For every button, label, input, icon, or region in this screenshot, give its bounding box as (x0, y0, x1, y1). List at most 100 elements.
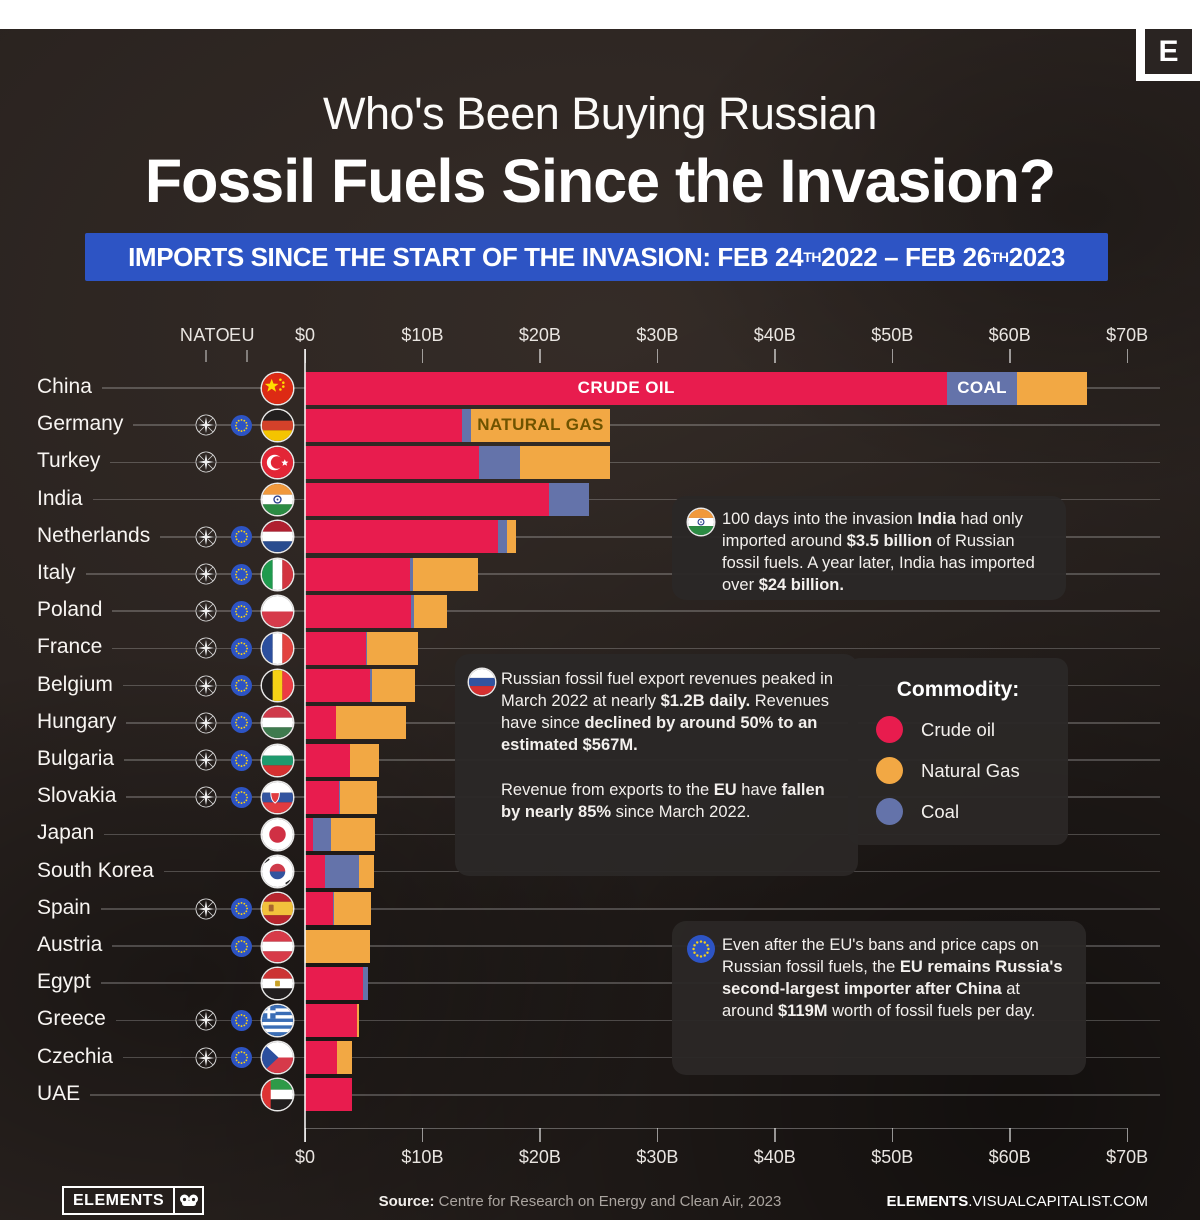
eu-member-icon (231, 637, 252, 659)
bar-segment-natural-gas (335, 706, 406, 740)
bar-segment-coal (339, 780, 341, 814)
country-label-india: India (37, 486, 83, 510)
bar-segment-coal (497, 520, 507, 554)
bar-france (305, 631, 418, 665)
country-flag-netherlands (262, 521, 293, 553)
nato-member-icon (195, 898, 217, 920)
axis-tick-mark-bottom (656, 1128, 659, 1142)
bar-belgium (305, 669, 416, 703)
legend: Commodity: Crude oil Natural Gas Coal (848, 658, 1068, 845)
annotation-eu-text: Even after the EU's bans and price caps … (722, 936, 1063, 1020)
bar-spain (305, 892, 371, 926)
bar-segment-coal (410, 594, 415, 628)
bar-segment-crude-oil (305, 408, 463, 442)
country-flag-germany (262, 409, 293, 441)
bottom-axis-line (305, 1128, 1127, 1129)
eu-member-icon (231, 563, 252, 585)
title-line-2: Fossil Fuels Since the Invasion? (144, 147, 1056, 215)
nato-column-header: NATO (179, 325, 231, 345)
eu-member-icon (231, 749, 252, 771)
axis-tick-label-top: $60B (988, 325, 1031, 345)
axis-tick-label-bottom: $20B (518, 1147, 561, 1167)
title-line-1: Who's Been Buying Russian (323, 88, 877, 139)
annotation-text: Revenue from exports to the (501, 780, 714, 799)
nato-member-icon (195, 451, 217, 473)
axis-tick-label-bottom: $50B (871, 1147, 914, 1167)
banner-text: IMPORTS SINCE THE START OF THE INVASION:… (128, 241, 804, 272)
annotation-text: worth of fossil fuels per day. (827, 1001, 1036, 1020)
bar-segment-crude-oil (305, 1003, 357, 1037)
subtitle-banner: IMPORTS SINCE THE START OF THE INVASION:… (85, 233, 1108, 281)
eu-member-icon (231, 786, 252, 808)
bar-segment-label-coal: COAL (957, 378, 1007, 397)
annotation-eu: Even after the EU's bans and price caps … (672, 921, 1086, 1075)
bar-segment-natural-gas (507, 520, 517, 554)
bar-segment-crude-oil (305, 483, 550, 517)
elements-e-logo: E (1145, 29, 1192, 74)
axis-tick-mark-bottom (1126, 1128, 1129, 1142)
annotation-text: have (736, 780, 782, 799)
annotation-bold-text: $24 billion. (758, 575, 844, 594)
row-gridline (86, 573, 1160, 575)
bar-segment-crude-oil (305, 594, 411, 628)
country-label-belgium: Belgium (37, 672, 113, 696)
nato-member-icon (195, 1047, 217, 1069)
bar-segment-natural-gas (367, 631, 418, 665)
elements-bear-icon (173, 1188, 202, 1213)
annotation-text: Even after the EU's bans and price caps … (722, 936, 1039, 976)
legend-item-coal: Coal (876, 798, 959, 825)
bar-bulgaria (305, 743, 379, 777)
country-label-spain: Spain (37, 895, 91, 919)
legend-label-coal: Coal (921, 800, 960, 822)
annotation-bold-text: EU (713, 780, 737, 799)
banner-text: 2023 (1008, 241, 1066, 272)
bar-segment-coal (362, 966, 369, 1000)
country-flag-spain (262, 893, 293, 925)
row-gridline (116, 1019, 1160, 1022)
axis-tick-label-top: $50B (871, 325, 914, 345)
bar-segment-crude-oil (305, 557, 410, 591)
bar-slovakia (305, 780, 377, 814)
legend-label-gas: Natural Gas (921, 759, 1020, 781)
axis-tick-mark-bottom (891, 1128, 894, 1142)
country-label-china: China (37, 375, 92, 398)
country-flag-czechia (262, 1042, 293, 1074)
bar-segment-natural-gas (359, 855, 375, 889)
country-flag-india (262, 484, 293, 516)
nato-member-icon (195, 786, 217, 808)
annotation-russia-paragraph-2: Revenue from exports to the EU have fall… (501, 780, 838, 824)
country-flag-greece (262, 1004, 293, 1036)
axis-tick-label-top: $20B (518, 325, 561, 345)
legend-swatch-gas (876, 757, 903, 784)
bar-segment-coal (324, 855, 359, 889)
eu-column-header: EU (228, 325, 255, 345)
elements-footer-logo: ELEMENTS (62, 1186, 205, 1215)
nato-member-icon (195, 600, 217, 622)
source-text: Centre for Research on Energy and Clean … (434, 1193, 782, 1210)
eu-member-icon (231, 414, 252, 436)
legend-swatch-coal (876, 798, 903, 825)
site-credit: ELEMENTS.VISUALCAPITALIST.COM (848, 1193, 1148, 1210)
bar-segment-crude-oil (305, 817, 314, 851)
bar-segment-coal (549, 483, 590, 517)
annotation-text: 100 days into the invasion (722, 510, 918, 528)
annotation-russia-paragraph-1: Russian fossil fuel export revenues peak… (501, 669, 838, 757)
bar-southkorea (305, 855, 375, 889)
eu-member-icon (231, 935, 252, 957)
country-flag-uae (262, 1079, 293, 1111)
nato-member-icon (195, 563, 217, 585)
axis-tick-label-top: $70B (1106, 325, 1149, 345)
bar-segment-natural-gas (414, 594, 448, 628)
bar-segment-crude-oil (305, 855, 325, 889)
bar-austria (305, 929, 370, 963)
bar-greece (305, 1003, 360, 1037)
bar-segment-coal (409, 557, 414, 591)
annotation-bold-text: $3.5 billion (846, 531, 933, 550)
bar-segment-crude-oil (305, 1078, 352, 1112)
country-flag-austria (262, 930, 293, 962)
axis-tick-label-top: $30B (636, 325, 679, 345)
bar-segment-coal (369, 669, 372, 703)
bar-segment-natural-gas (305, 929, 370, 963)
row-gridline (101, 908, 1160, 910)
